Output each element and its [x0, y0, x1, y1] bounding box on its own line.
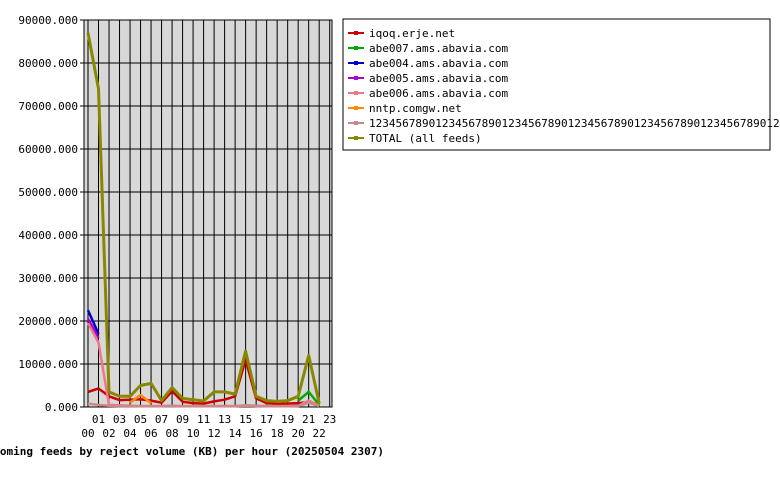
x-tick-label: 09: [176, 413, 189, 426]
series-line: [86, 309, 100, 335]
x-tick-label: 00: [81, 427, 94, 440]
x-tick-label: 13: [218, 413, 231, 426]
legend-box: [342, 18, 771, 151]
x-tick-label: 08: [165, 427, 178, 440]
series-line: [86, 318, 100, 339]
series-line: [297, 390, 321, 406]
legend-marker: [354, 76, 358, 80]
y-tick-label: 80000.000: [18, 57, 78, 70]
y-tick-label: 20000.000: [18, 315, 78, 328]
series-line: [87, 401, 320, 408]
x-tick-label: 03: [113, 413, 126, 426]
x-tick-label: 02: [102, 427, 115, 440]
chart-title: Incoming feeds by reject volume (KB) per…: [0, 445, 384, 458]
legend-marker: [354, 31, 358, 35]
x-tick-label: 19: [281, 413, 294, 426]
y-tick-label: 60000.000: [18, 143, 78, 156]
x-tick-label: 15: [239, 413, 252, 426]
y-tick-label: 90000.000: [18, 14, 78, 27]
x-tick-label: 12: [207, 427, 220, 440]
legend-marker: [354, 91, 358, 95]
series-line: [129, 393, 152, 405]
plot-background: [84, 20, 332, 407]
legend-label: nntp.comgw.net: [369, 102, 462, 115]
y-tick-label: 50000.000: [18, 186, 78, 199]
x-tick-label: 10: [186, 427, 199, 440]
legend-label: abe005.ams.abavia.com: [369, 72, 508, 85]
y-tick-label: 0.000: [45, 401, 78, 414]
legend-label: abe006.ams.abavia.com: [369, 87, 508, 100]
y-tick-label: 70000.000: [18, 100, 78, 113]
legend-marker: [354, 136, 358, 140]
x-tick-label: 17: [260, 413, 273, 426]
legend-marker: [354, 121, 358, 125]
x-tick-label: 07: [155, 413, 168, 426]
x-tick-label: 05: [134, 413, 147, 426]
x-tick-label: 23: [323, 413, 336, 426]
y-tick-label: 10000.000: [18, 358, 78, 371]
x-tick-label: 18: [271, 427, 284, 440]
legend-label: TOTAL (all feeds): [369, 132, 482, 145]
x-tick-label: 04: [123, 427, 137, 440]
x-tick-label: 16: [250, 427, 263, 440]
x-tick-label: 06: [144, 427, 157, 440]
legend-label: iqoq.erje.net: [369, 27, 455, 40]
x-tick-label: 21: [302, 413, 315, 426]
series-line: [87, 358, 320, 406]
y-tick-label: 30000.000: [18, 272, 78, 285]
series-line: [86, 32, 321, 404]
legend-label: abe007.ams.abavia.com: [369, 42, 508, 55]
x-tick-label: 20: [292, 427, 305, 440]
x-tick-label: 14: [228, 427, 242, 440]
legend-label: abe004.ams.abavia.com: [369, 57, 508, 70]
legend-marker: [354, 61, 358, 65]
x-tick-label: 01: [92, 413, 105, 426]
y-tick-label: 40000.000: [18, 229, 78, 242]
legend-marker: [354, 106, 358, 110]
legend-marker: [354, 46, 358, 50]
x-tick-label: 22: [313, 427, 326, 440]
legend: iqoq.erje.net abe007.ams.abavia.com abe004…: [342, 18, 780, 151]
legend-label: 1234567890123456789012345678901234567890…: [369, 117, 780, 130]
axes: 0001020304050607080910111213141516171819…: [18, 14, 336, 440]
series-lines: [86, 32, 321, 408]
x-tick-label: 11: [197, 413, 210, 426]
